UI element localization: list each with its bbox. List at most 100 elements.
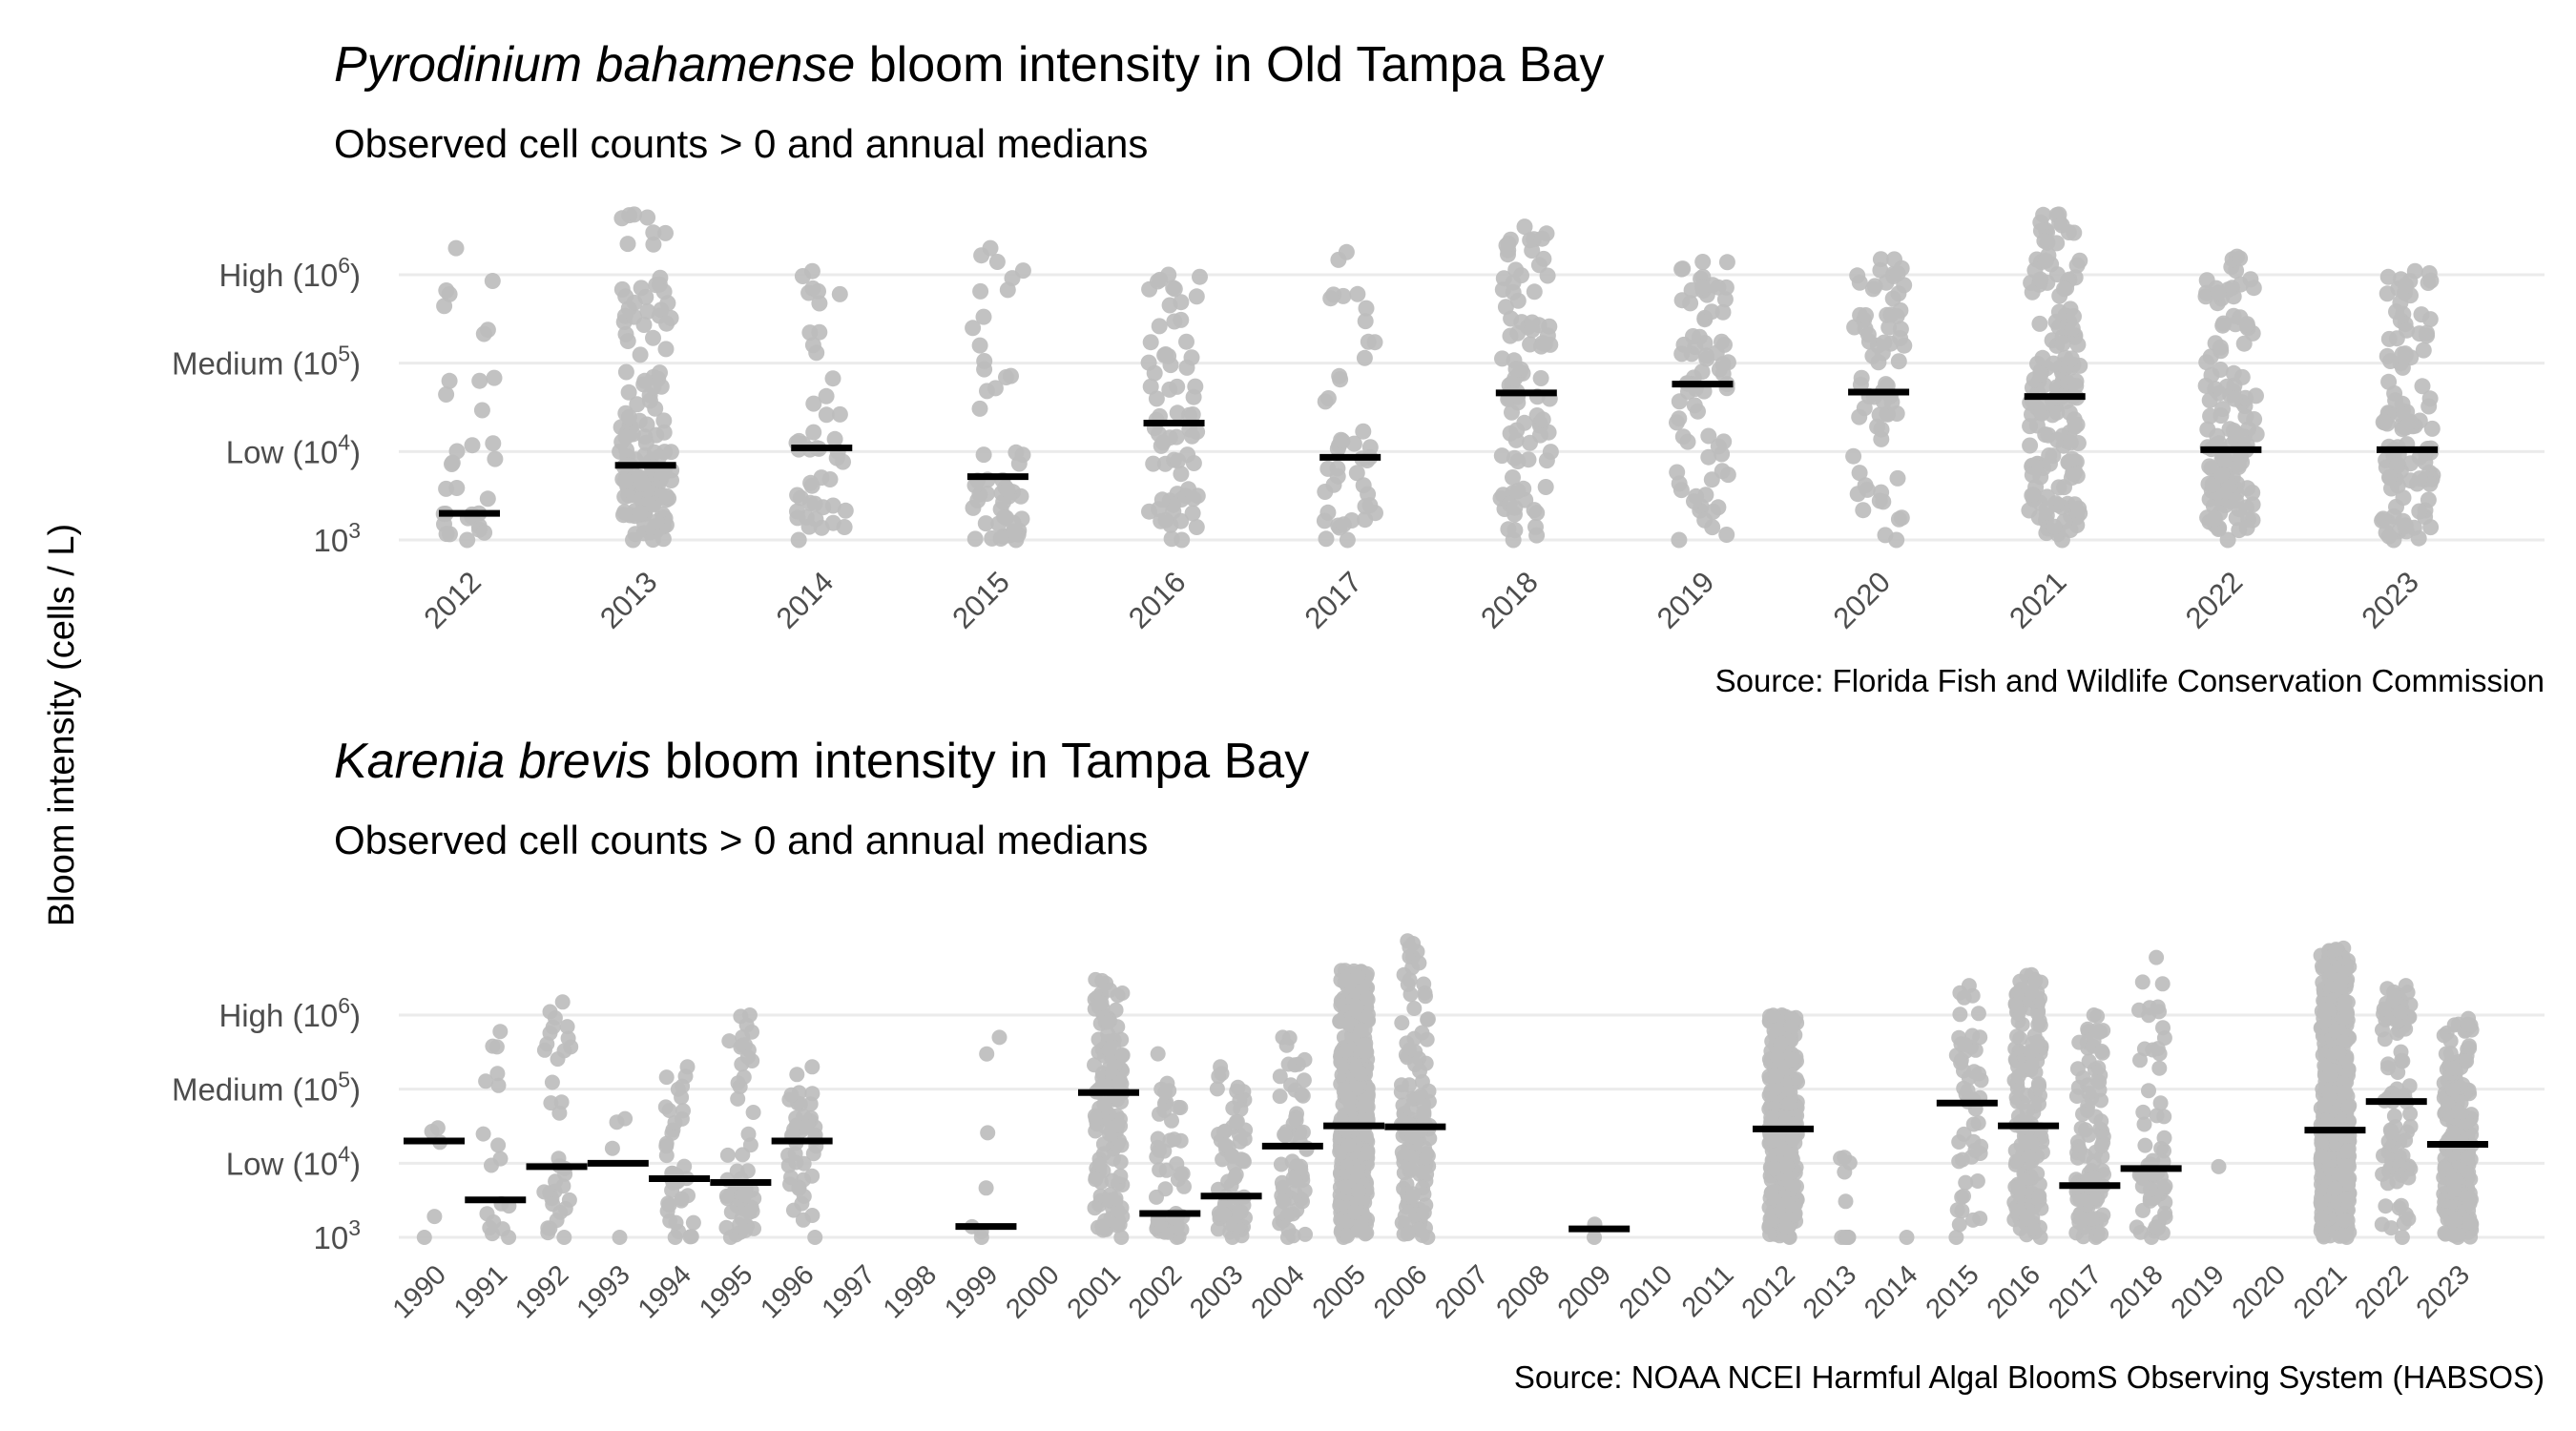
observation-point [436,298,453,315]
observation-point [1970,1006,1986,1022]
observation-point [737,1187,753,1203]
observation-point [1889,469,1906,487]
observation-point [1537,479,1554,495]
observation-point [737,1222,754,1238]
observation-point [719,1147,736,1163]
observation-point [2333,971,2349,987]
observation-point [475,1126,491,1142]
observation-point [1298,1226,1313,1242]
x-tick-label: 2018 [2104,1259,2169,1324]
observation-point [2067,378,2085,394]
observation-point [2442,1046,2459,1062]
chart-title: Pyrodinium bahamense bloom intensity in … [334,37,1605,93]
observation-point [2398,277,2414,294]
observation-point [1400,1226,1416,1242]
observation-point [1329,467,1346,485]
observation-point [2149,949,2165,965]
observation-point [2041,447,2058,464]
observation-point [1587,1230,1602,1245]
observation-point [544,1074,560,1090]
observation-point [1498,237,1515,254]
title-rest: bloom intensity in Old Tampa Bay [855,37,1604,93]
observation-point [1156,455,1174,472]
observation-point [1012,487,1029,505]
observation-point [1232,1133,1248,1150]
observation-point [2081,1053,2097,1069]
observation-point [604,1140,620,1156]
observation-point [2068,1089,2085,1104]
observation-point [804,1208,821,1223]
observation-point [2235,428,2253,446]
observation-point [2388,457,2405,474]
observation-point [612,1230,628,1245]
observation-point [1871,492,1888,509]
observation-point [2024,985,2040,1000]
x-tick-label: 2006 [1368,1259,1433,1324]
observation-point [2087,1170,2102,1186]
chart-caption: Source: Florida Fish and Wildlife Conser… [1715,663,2545,698]
observation-point [2089,1008,2106,1025]
observation-point [2380,330,2398,347]
observation-point [685,1214,701,1231]
observation-point [2450,1104,2466,1120]
observation-point [1272,1068,1288,1085]
observation-point [2151,1060,2168,1076]
observation-point [2422,519,2440,536]
observation-point [2211,1158,2227,1174]
observation-point [1293,1158,1309,1174]
observation-point [1700,448,1717,466]
observation-point [807,1230,823,1245]
observation-point [1108,1191,1124,1207]
observation-point [2131,1002,2147,1018]
observation-point [992,530,1009,547]
observation-point [1333,431,1350,448]
x-tick-label: 2022 [2349,1259,2414,1324]
observation-point [2394,1230,2410,1245]
observation-point [1159,1075,1175,1091]
observation-point [1715,433,1733,450]
observation-point [1340,1137,1357,1153]
observation-point [1093,995,1110,1011]
observation-point [1766,1023,1782,1039]
observation-point [494,1221,510,1237]
observation-point [2328,942,2344,958]
observation-point [2155,1020,2171,1036]
observation-point [1112,1168,1129,1184]
observation-point [490,1137,507,1153]
observation-point [783,1087,800,1103]
observation-point [2046,518,2063,535]
observation-point [1696,511,1714,529]
observation-point [836,519,853,535]
observation-point [1351,1183,1366,1199]
observation-point [1781,1095,1797,1111]
observation-point [637,434,654,451]
observation-point [2420,491,2437,508]
observation-point [2413,306,2430,323]
observation-point [438,386,455,403]
observation-point [2021,502,2038,519]
observation-point [729,1163,745,1179]
observation-point [556,1043,572,1059]
observation-point [1840,1230,1857,1245]
observation-point [2336,1228,2352,1244]
observation-point [658,1138,675,1154]
observation-point [2022,437,2039,454]
observation-point [972,282,989,300]
observation-point [655,424,673,441]
observation-point [2084,1211,2100,1227]
observation-point [2400,1170,2417,1186]
observation-point [2248,425,2265,443]
observation-point [2445,1082,2462,1098]
observation-point [2198,272,2215,289]
pyrodinium-panel: Pyrodinium bahamense bloom intensity in … [172,37,2545,698]
observation-point [2446,1179,2462,1195]
observation-point [1421,1083,1437,1099]
observation-point [1697,487,1714,504]
observation-point [2339,1006,2356,1022]
observation-point [1858,307,1874,323]
gridlines [399,1013,2545,1239]
observation-point [2039,234,2056,251]
observation-point [1524,321,1541,339]
observation-point [2397,419,2414,436]
x-tick-label: 2002 [1123,1259,1188,1324]
